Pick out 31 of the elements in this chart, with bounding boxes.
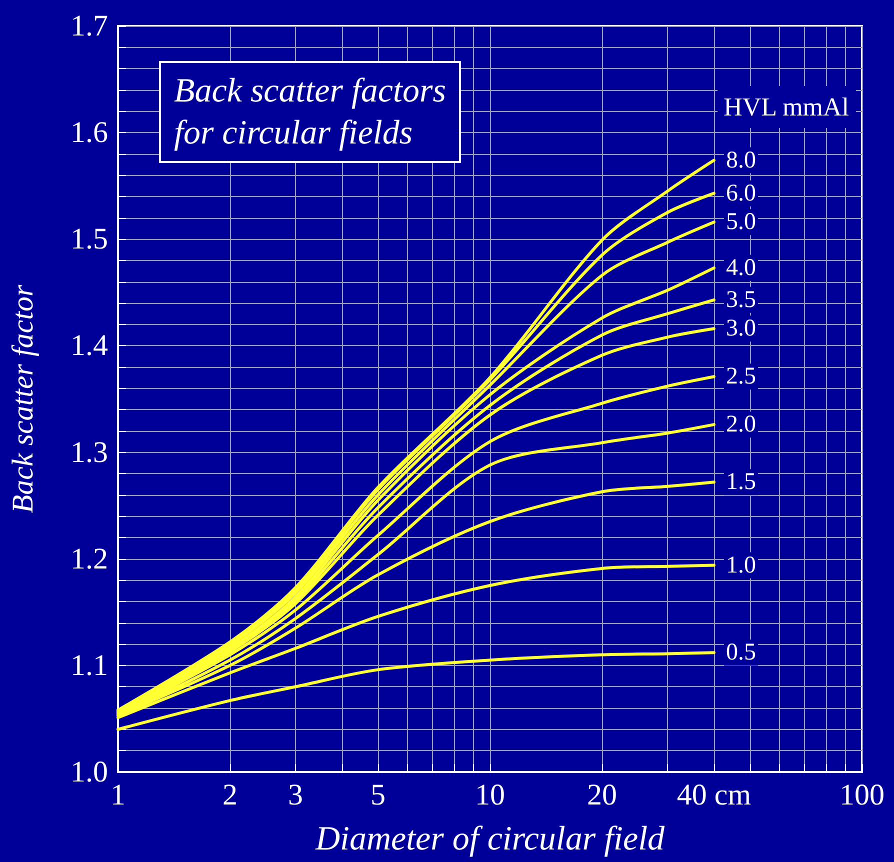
series-label: 6.0 xyxy=(726,180,756,206)
x-tick-label: 100 xyxy=(840,778,884,812)
x-tick-label: 2 xyxy=(222,778,238,812)
series-label: 2.0 xyxy=(726,412,756,438)
y-tick-label: 1.4 xyxy=(70,329,108,362)
legend-title: HVL mmAl xyxy=(724,92,850,122)
series-label: 3.5 xyxy=(726,286,756,313)
series-label: 2.5 xyxy=(726,364,756,390)
series-label: 4.0 xyxy=(726,254,756,281)
series-label: 1.0 xyxy=(726,552,756,578)
series-label: 5.0 xyxy=(726,209,756,236)
y-tick-label: 1.2 xyxy=(70,542,108,576)
y-tick-label: 1.0 xyxy=(70,756,108,788)
y-axis-title: Back scatter factor xyxy=(6,284,40,514)
x-tick-label: 3 xyxy=(288,778,303,812)
x-tick-label: 5 xyxy=(370,778,386,812)
text: Back scatter factors for circular fields xyxy=(174,72,446,152)
y-tick-label: 1.7 xyxy=(70,10,108,42)
x-axis-title: Diameter of circular field xyxy=(314,820,666,858)
y-tick-label: 1.6 xyxy=(70,116,108,150)
series-label: 1.5 xyxy=(726,469,756,496)
x-tick-label: 1 xyxy=(110,778,126,812)
y-tick-label: 1.3 xyxy=(70,436,108,469)
series-label: 8.0 xyxy=(726,147,756,174)
x-tick-label: 10 xyxy=(475,778,505,812)
x-tick-label: 20 xyxy=(586,778,617,812)
y-tick-label: 1.5 xyxy=(70,222,108,256)
series-label: 0.5 xyxy=(726,640,756,666)
x-tick-label: 40 cm xyxy=(676,778,752,812)
y-tick-label: 1.1 xyxy=(70,648,108,682)
series-label: 3.0 xyxy=(726,316,756,342)
